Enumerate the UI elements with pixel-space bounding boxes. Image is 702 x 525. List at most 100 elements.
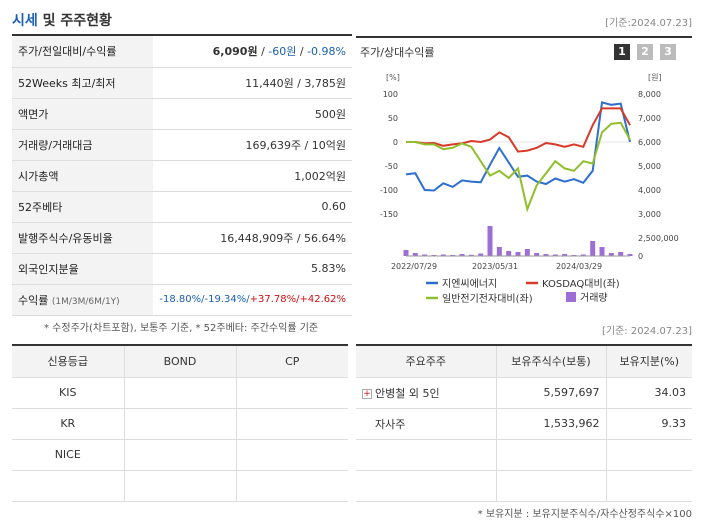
cp-rating [236,377,348,409]
column-header: 보유지분(%) [606,346,692,378]
volume-bar [506,251,512,256]
returns-label-sub: (1M/3M/6M/1Y) [51,296,120,307]
table-row: 자사주 1,533,962 9.33 [356,408,692,440]
row-value: 11,440원 / 3,785원 [153,67,352,99]
footnote: * 수정주가(차트포함), 보통주 기준, * 52주베타: 주간수익률 기준 [44,323,319,334]
column-header: 주요주주 [356,346,497,378]
agency-name: KR [12,408,125,440]
table-row: 거래량/거래대금 169,639주 / 10억원 [12,129,352,161]
section-title: 시세 및 주주현황 [12,10,112,30]
empty-cell [606,439,692,471]
volume-bar [534,253,540,256]
price-change-pct: -0.98% [307,45,346,59]
chart-base-date: [기준: 2024.07.23] [601,326,692,337]
chart-page-3-button[interactable]: 3 [660,44,676,60]
cp-rating [236,408,348,440]
holder-pct: 34.03 [606,377,692,409]
column-header: 신용등급 [12,346,125,378]
left-tick-label: 100 [383,90,398,99]
separator: / [296,45,308,59]
row-label: 52Weeks 최고/최저 [12,67,154,99]
table-row [12,470,348,502]
credit-rating-table: 신용등급 BOND CP KIS KR NICE [12,344,348,502]
bond-rating [124,470,237,502]
empty-cell [356,439,497,471]
price-value: 6,090원 / -60원 / -0.98% [153,36,352,68]
column-header: 보유주식수(보통) [496,346,607,378]
table-row: KR [12,408,348,440]
volume-bar [459,254,465,256]
table-row: + 안병철 외 5인 5,597,697 34.03 [356,377,692,409]
row-label: 액면가 [12,98,154,130]
bond-rating [124,377,237,409]
right-tick-label: 4,000 [638,186,661,195]
current-price: 6,090원 [212,45,258,59]
x-tick-label: 2024/03/29 [556,262,602,271]
table-row [356,439,692,471]
chart-panel [356,36,692,311]
cp-rating [236,470,348,502]
holder-shares: 1,533,962 [496,408,607,440]
column-header: BOND [124,346,237,378]
volume-bar [487,226,493,256]
volume-bar [552,254,558,256]
expand-icon[interactable]: + [362,388,372,399]
volume-bar [562,254,568,256]
row-label: 수익률 (1M/3M/6M/1Y) [12,284,154,316]
row-value: 169,639주 / 10억원 [153,129,352,161]
bond-rating [124,439,237,471]
row-label: 발행주식수/유동비율 [12,222,154,254]
table-row: 수익률 (1M/3M/6M/1Y) -18.80%/-19.34%/+37.78… [12,284,352,316]
volume-bar [515,252,521,256]
agency-name [12,470,125,502]
legend-price-label: 지엔씨에너지 [442,278,497,290]
returns-value: -18.80%/-19.34%/+37.78%/+42.62% [153,284,352,316]
table-row [356,470,692,502]
empty-cell [496,439,607,471]
table-header-row: 신용등급 BOND CP [12,346,348,378]
volume-bar [590,241,596,256]
row-value: 16,448,909주 / 56.64% [153,222,352,254]
volume-bar [403,250,409,256]
empty-cell [496,470,607,502]
sector-relative-line [406,121,631,213]
volume-bar [543,254,549,256]
table-row: 발행주식수/유동비율 16,448,909주 / 56.64% [12,222,352,254]
cp-rating [236,439,348,471]
x-tick-label: 2023/05/31 [472,262,518,271]
legend-kosdaq-label: KOSDAQ대비(좌) [542,278,620,290]
volume-tick-label: 2,500,000 [638,234,679,243]
row-value: 5.83% [153,253,352,285]
table-row: KIS [12,377,348,409]
holder-name-cell: + 안병철 외 5인 [356,377,497,409]
table-row: 52Weeks 최고/최저 11,440원 / 3,785원 [12,67,352,99]
title-rest: 및 주주현황 [37,13,112,29]
right-tick-label: 3,000 [638,210,661,219]
title-accent: 시세 [12,13,38,29]
holder-pct: 9.33 [606,408,692,440]
table-row: 52주베타 0.60 [12,191,352,223]
table-row: 액면가 500원 [12,98,352,130]
row-value: 1,002억원 [153,160,352,192]
legend-sector-label: 일반전기전자대비(좌) [442,293,533,305]
volume-bar [468,254,474,256]
column-header: CP [236,346,348,378]
left-tick-label: -150 [380,210,398,219]
row-value: 0.60 [153,191,352,223]
holder-name: 안병철 외 5인 [375,386,440,400]
table-header-row: 주요주주 보유주식수(보통) 보유지분(%) [356,346,692,378]
volume-bar [627,254,633,256]
return-1y: +42.62% [299,294,346,305]
row-label: 52주베타 [12,191,154,223]
chart-page-1-button[interactable]: 1 [614,44,630,60]
chart-page-2-button[interactable]: 2 [637,44,653,60]
return-1m: -18.80%/ [159,294,205,305]
left-tick-label: 0 [393,138,398,147]
right-tick-label: 6,000 [638,138,661,147]
left-tick-label: 50 [388,114,398,123]
volume-bar [599,247,605,256]
row-label: 외국인지분율 [12,253,154,285]
table-row: 주가/전일대비/수익률 6,090원 / -60원 / -0.98% [12,36,352,68]
major-shareholders-table: 주요주주 보유주식수(보통) 보유지분(%) + 안병철 외 5인 5,597,6… [356,344,692,502]
empty-cell [606,470,692,502]
